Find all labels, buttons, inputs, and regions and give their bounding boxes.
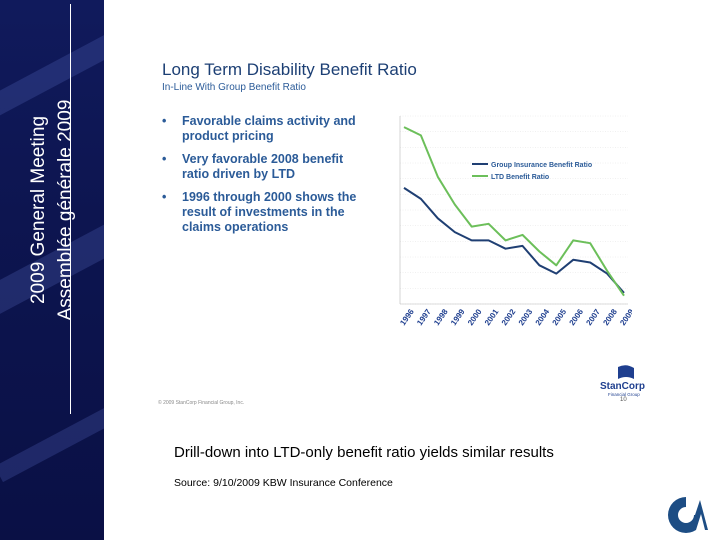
bullet-item: • 1996 through 2000 shows the result of … [158, 190, 383, 235]
bullet-line: claims operations [182, 220, 289, 234]
x-tick-label: 1999 [449, 307, 467, 327]
sidebar-divider [70, 4, 71, 414]
copyright-notice: © 2009 StanCorp Financial Group, Inc. [158, 400, 245, 406]
bullet-list: • Favorable claims activity and product … [158, 114, 383, 243]
bullet-line: result of investments in the [182, 205, 345, 219]
legend-label: Group Insurance Benefit Ratio [491, 162, 592, 169]
benefit-ratio-chart: Group Insurance Benefit Ratio LTD Benefit… [398, 115, 632, 327]
brand-name: StanCorp [600, 381, 645, 392]
x-tick-label: 2003 [517, 307, 535, 327]
bullet-line: Very favorable 2008 benefit [182, 152, 344, 166]
slide-page-number: 10 [620, 397, 627, 403]
embedded-slide: Long Term Disability Benefit Ratio In-Li… [150, 50, 645, 410]
x-tick-label: 1998 [432, 307, 450, 327]
bullet-line: product pricing [182, 129, 274, 143]
sidebar-title-french: Assemblée générale 2009 [55, 99, 76, 321]
bullet-item: • Favorable claims activity and product … [158, 114, 383, 144]
chart-grid [399, 115, 628, 305]
x-tick-label: 2008 [601, 307, 619, 327]
x-tick-label: 1996 [398, 307, 416, 327]
x-tick-label: 2006 [567, 307, 585, 327]
x-tick-label: 2001 [483, 307, 501, 327]
stancorp-logo: StanCorp Financial Group [600, 365, 645, 397]
chart-legend: Group Insurance Benefit Ratio LTD Benefit… [472, 162, 592, 181]
chart-series [403, 126, 625, 297]
brand-tagline: Financial Group [608, 392, 640, 397]
sidebar-title: 2009 General Meeting Assemblée générale … [25, 100, 79, 321]
source-note: Source: 9/10/2009 KBW Insurance Conferen… [174, 477, 393, 489]
sidebar-title-english: 2009 General Meeting [28, 115, 49, 305]
x-tick-label: 2002 [500, 307, 518, 327]
flag-icon [618, 365, 634, 379]
x-tick-label: 1997 [415, 307, 433, 327]
x-tick-label: 2000 [466, 307, 484, 327]
logo-peak-icon [690, 500, 708, 530]
bullet-dot-icon: • [162, 152, 167, 166]
chart-x-axis: 1996 1997 1998 1999 2000 2001 2002 2003 2004 2005… [398, 307, 632, 327]
x-tick-label: 2004 [534, 307, 552, 327]
ltd-ratio-line [403, 126, 625, 297]
sidebar-decoration [0, 395, 104, 483]
slide-caption: Drill-down into LTD-only benefit ratio y… [174, 444, 554, 461]
x-tick-label: 2009 [618, 307, 632, 327]
bullet-item: • Very favorable 2008 benefit ratio driv… [158, 152, 383, 182]
x-tick-label: 2007 [584, 307, 602, 327]
bullet-dot-icon: • [162, 114, 167, 128]
x-tick-label: 2005 [551, 307, 569, 327]
logo-peak-cutout [696, 514, 705, 530]
bullet-line: ratio driven by LTD [182, 167, 295, 181]
bullet-line: Favorable claims activity and [182, 114, 356, 128]
sidebar-panel: 2009 General Meeting Assemblée générale … [0, 0, 104, 540]
legend-label: LTD Benefit Ratio [491, 174, 549, 181]
bullet-dot-icon: • [162, 190, 167, 204]
conference-logo [668, 497, 708, 533]
slide-subtitle: In-Line With Group Benefit Ratio [162, 82, 306, 93]
bullet-line: 1996 through 2000 shows the [182, 190, 357, 204]
group-ratio-line [403, 187, 625, 294]
slide-title: Long Term Disability Benefit Ratio [162, 60, 417, 79]
